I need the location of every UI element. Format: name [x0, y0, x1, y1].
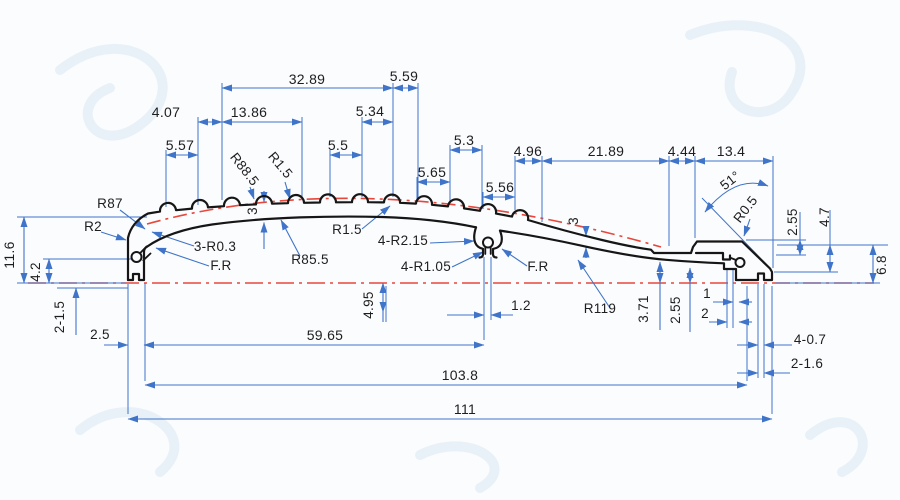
label-3-r0-3: 3-R0.3	[194, 239, 236, 254]
inner-contour-right	[498, 229, 738, 282]
label-r2: R2	[84, 219, 102, 234]
dim-2-1-5: 2-1.5	[52, 301, 67, 333]
screw-boss	[473, 226, 503, 259]
dim-2-1-6: 2-1.6	[791, 356, 823, 371]
label-r88-5: R88.5	[227, 150, 262, 189]
right-screw-channel	[734, 257, 746, 268]
dim-5-59: 5.59	[390, 68, 418, 84]
pitch-arc-centerline	[146, 197, 662, 248]
dim-6-8: 6.8	[874, 255, 889, 275]
angle-51: 51°	[717, 168, 743, 193]
label-r1-5-top: R1.5	[265, 149, 296, 181]
angle-arc	[704, 179, 769, 213]
label-r85-5: R85.5	[291, 252, 329, 267]
extrusion-profile-outline	[126, 193, 774, 282]
label-4-r2-15: 4-R2.15	[378, 233, 428, 248]
dim-13-4: 13.4	[717, 143, 745, 159]
dim-4-0-7: 4-0.7	[794, 332, 826, 347]
dim-4-44: 4.44	[668, 143, 696, 159]
dim-1-2: 1.2	[511, 298, 531, 313]
dimension-lines	[20, 84, 877, 423]
dim-3-71: 3.71	[636, 295, 651, 322]
thickness-3-right: 3	[566, 217, 581, 225]
outer-contour	[126, 193, 774, 282]
inner-contour-left	[145, 215, 478, 249]
dim-13-86: 13.86	[231, 104, 268, 120]
dim-2: 2	[701, 306, 709, 321]
label-4-r1-05: 4-R1.05	[401, 259, 451, 274]
boss-screw-hole	[482, 236, 494, 249]
dim-5-65: 5.65	[418, 164, 446, 180]
dim-2-55-right: 2.55	[785, 208, 800, 235]
label-fr-mid: F.R	[527, 259, 548, 274]
dim-59-65: 59.65	[307, 327, 344, 343]
right-hook-slot	[694, 251, 732, 261]
leader-lines	[100, 181, 751, 309]
dim-21-89: 21.89	[588, 143, 625, 159]
dim-4-95: 4.95	[361, 291, 376, 318]
left-screw-channel	[130, 251, 143, 263]
dim-11-6: 11.6	[1, 241, 17, 268]
dim-103-8: 103.8	[442, 367, 479, 383]
dim-4-2: 4.2	[28, 262, 43, 282]
dim-4-96: 4.96	[514, 143, 542, 159]
thickness-3-left: 3	[245, 207, 260, 215]
screw-channel-slots	[139, 245, 737, 262]
dim-2-55-lower: 2.55	[668, 296, 683, 323]
label-r119: R119	[584, 301, 616, 316]
label-r0-5: R0.5	[730, 193, 760, 226]
label-fr-left: F.R	[210, 258, 231, 273]
dim-4-7: 4.7	[817, 207, 832, 227]
dim-2-5: 2.5	[90, 327, 110, 342]
dim-4-07: 4.07	[152, 104, 180, 120]
dim-5-56: 5.56	[486, 179, 514, 195]
dim-5-57: 5.57	[166, 137, 194, 153]
extension-lines	[17, 83, 888, 414]
dim-5-3: 5.3	[454, 132, 474, 148]
dim-5-5: 5.5	[328, 137, 348, 153]
label-r87: R87	[97, 196, 123, 211]
dim-1: 1	[703, 286, 711, 301]
dim-5-34: 5.34	[356, 103, 384, 119]
label-r1-5-mid: R1.5	[332, 222, 362, 237]
dim-111: 111	[454, 401, 476, 417]
dim-32-89: 32.89	[289, 71, 326, 87]
screw-channels	[130, 236, 746, 268]
